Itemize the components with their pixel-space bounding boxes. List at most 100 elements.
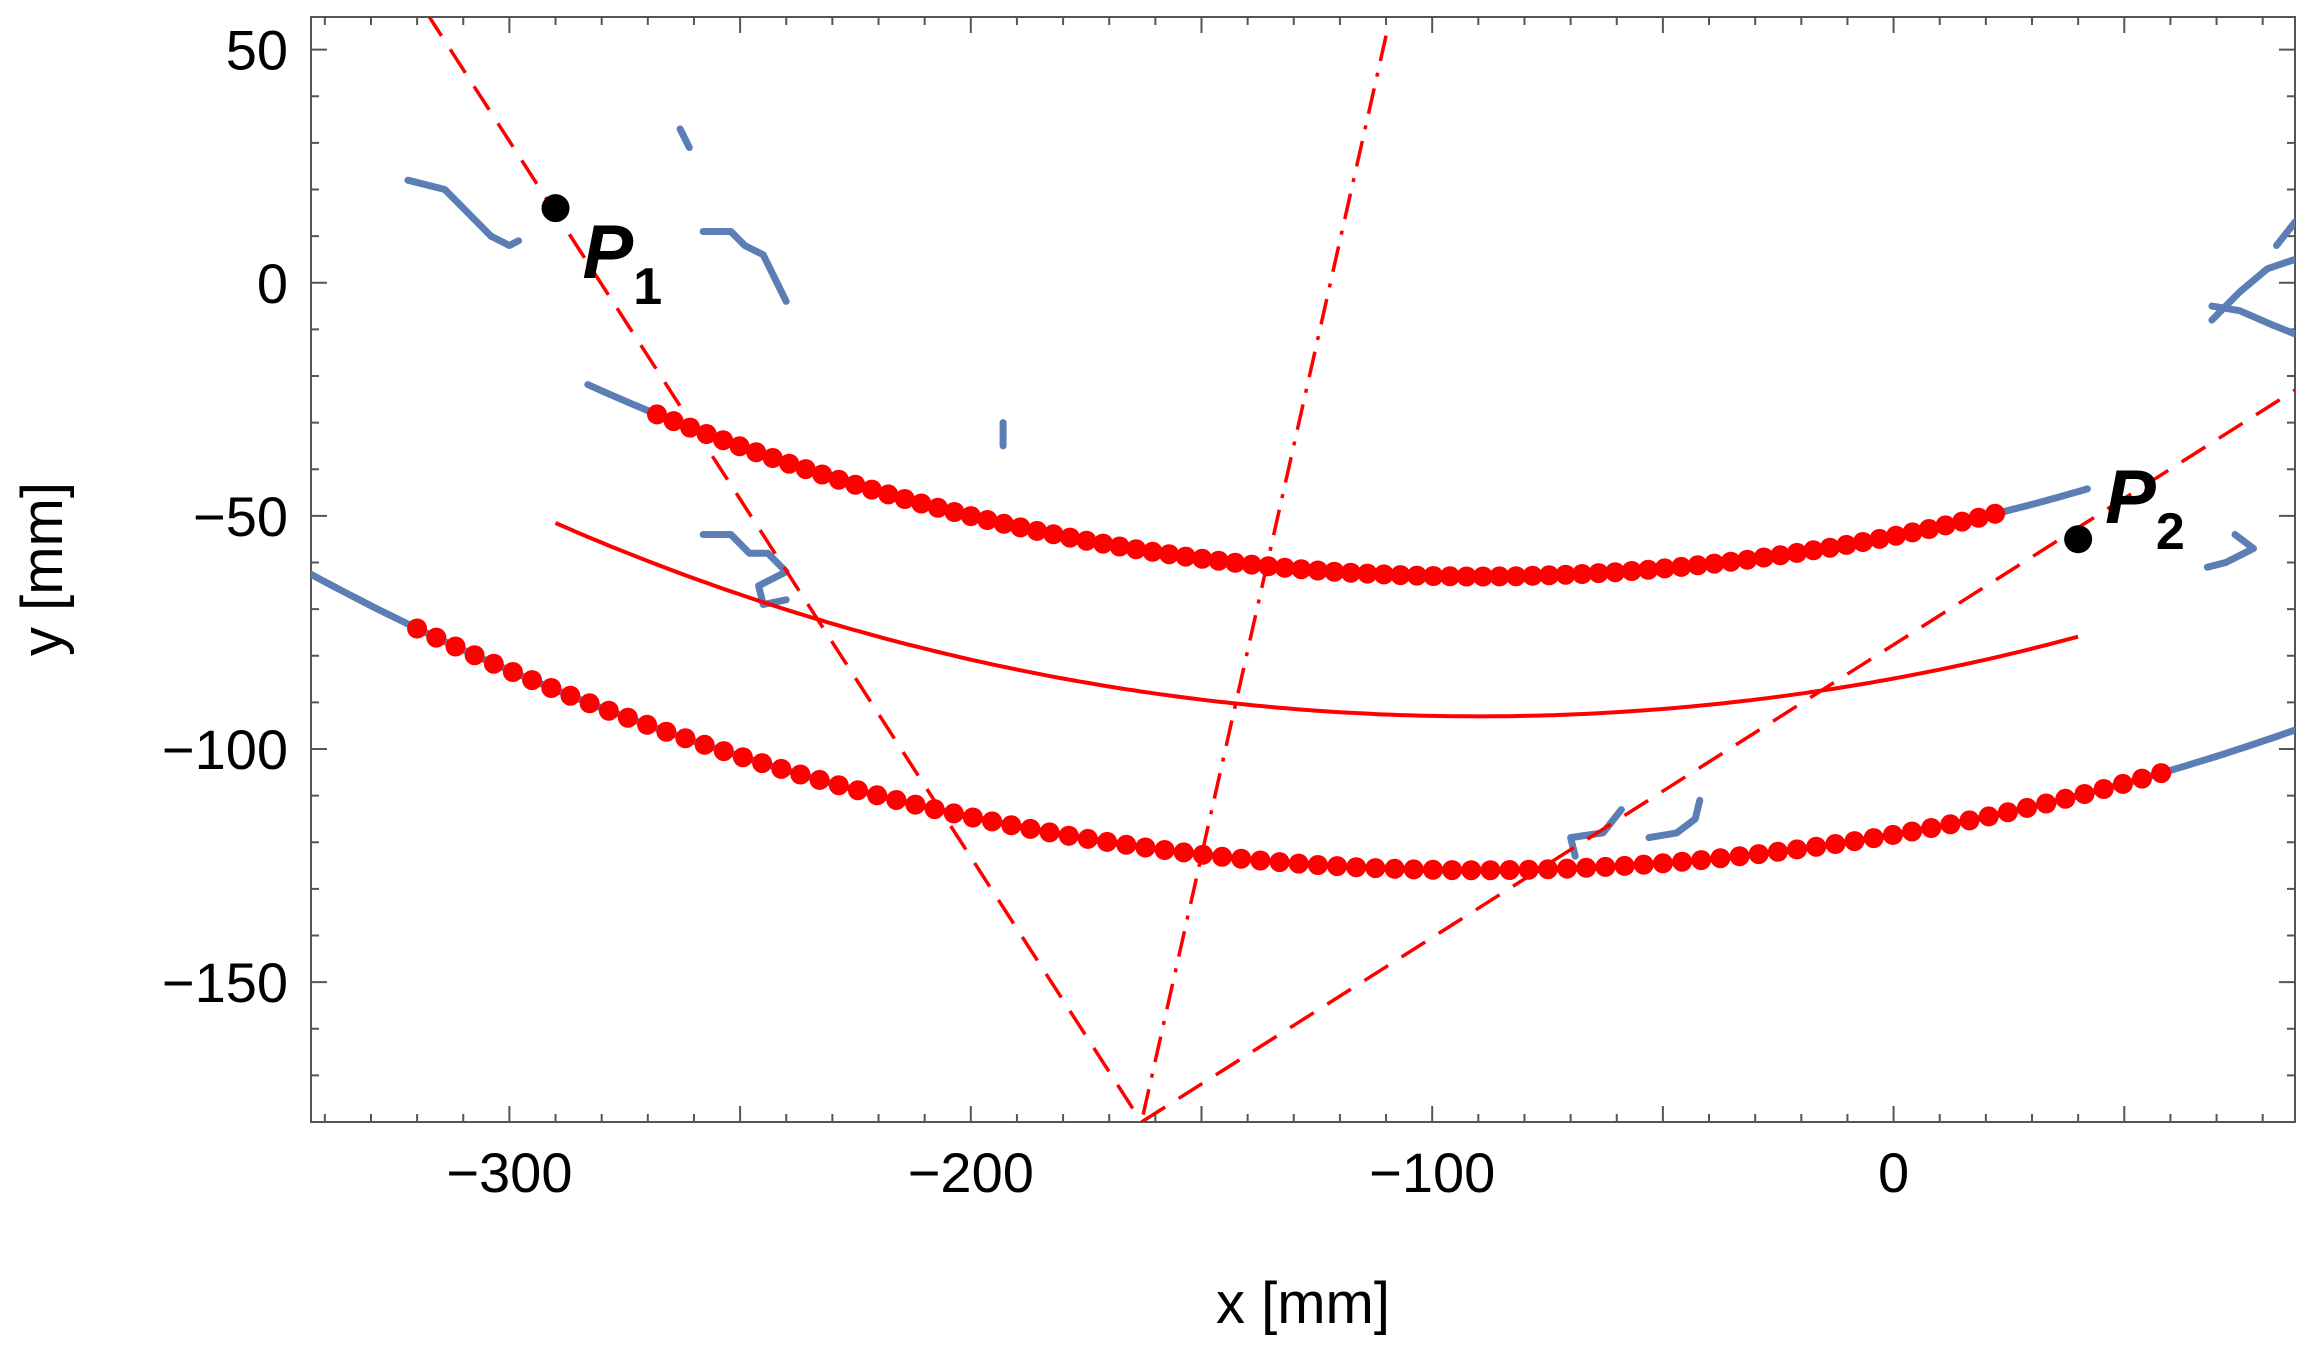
data-point xyxy=(911,493,932,514)
tick-labels: −300 −200 −100 0 50 0 −50 −100 −150 xyxy=(162,19,1909,1204)
data-point xyxy=(1844,831,1865,852)
data-point xyxy=(1588,563,1609,584)
data-point xyxy=(694,734,715,755)
data-point xyxy=(1142,541,1163,562)
data-point xyxy=(1633,854,1654,875)
measured-segment xyxy=(2203,531,2257,571)
data-point xyxy=(1043,524,1064,545)
data-point xyxy=(1357,563,1378,584)
data-point xyxy=(1269,852,1290,873)
data-point xyxy=(696,424,717,444)
point-label-letter: P xyxy=(2105,455,2156,540)
point-marker xyxy=(2064,525,2093,554)
data-point xyxy=(982,811,1003,832)
data-point xyxy=(927,497,948,518)
data-point xyxy=(1093,533,1114,554)
data-point xyxy=(1869,528,1890,549)
data-point xyxy=(1001,815,1022,836)
data-point xyxy=(1557,858,1578,879)
data-point xyxy=(1921,818,1942,838)
data-point xyxy=(1737,549,1758,570)
data-point xyxy=(445,636,466,657)
x-tick-label: −300 xyxy=(446,1141,572,1204)
data-point xyxy=(771,758,792,779)
y-axis-label: y [mm] xyxy=(10,482,75,656)
data-point xyxy=(1480,860,1501,881)
data-point xyxy=(2055,788,2076,809)
data-point xyxy=(1672,851,1693,872)
data-point xyxy=(1935,515,1956,536)
measured-segment xyxy=(2208,255,2295,324)
data-point xyxy=(1076,530,1097,551)
data-point xyxy=(847,780,868,801)
data-point xyxy=(1324,561,1345,582)
measured-segment xyxy=(311,570,2295,874)
data-point xyxy=(1307,560,1328,581)
data-point xyxy=(464,645,485,666)
point-label-letter: P xyxy=(583,210,634,295)
data-point xyxy=(1819,537,1840,558)
data-point xyxy=(1489,566,1510,587)
data-point xyxy=(1902,522,1923,543)
point-label-subscript: 2 xyxy=(2156,503,2185,561)
data-point xyxy=(1654,558,1675,579)
data-point xyxy=(867,785,888,806)
data-point xyxy=(1621,561,1642,581)
data-point xyxy=(1803,540,1824,561)
data-point xyxy=(809,769,830,790)
data-point xyxy=(1825,834,1846,854)
data-point xyxy=(1126,539,1147,560)
data-point xyxy=(1135,837,1156,858)
data-point xyxy=(1959,810,1980,831)
data-point xyxy=(886,790,907,810)
data-point xyxy=(2151,763,2172,784)
data-point xyxy=(1109,536,1130,557)
data-point xyxy=(1060,527,1080,548)
data-point xyxy=(1572,564,1593,584)
data-point xyxy=(1346,857,1367,878)
data-point xyxy=(1403,859,1424,880)
data-point xyxy=(713,430,734,451)
data-point xyxy=(2036,793,2057,814)
data-point xyxy=(1212,846,1233,867)
data-point xyxy=(1522,565,1543,586)
data-point xyxy=(1710,848,1731,869)
data-point xyxy=(1291,559,1312,580)
data-point xyxy=(1461,860,1482,881)
data-point xyxy=(1787,839,1807,860)
data-point xyxy=(2132,768,2152,789)
measured-segment xyxy=(1645,796,1704,842)
data-point xyxy=(977,510,998,530)
data-point xyxy=(1154,840,1175,860)
data-point xyxy=(1225,552,1246,573)
data-point xyxy=(732,747,753,768)
data-point xyxy=(1288,853,1309,874)
data-point xyxy=(790,764,811,785)
data-point xyxy=(1753,547,1774,568)
data-point xyxy=(1340,562,1361,583)
data-point xyxy=(1231,848,1252,869)
measured-segment xyxy=(404,176,523,249)
measured-segment xyxy=(699,228,790,305)
data-point xyxy=(1852,532,1873,552)
data-point xyxy=(1058,825,1079,846)
y-tick-label: −100 xyxy=(162,718,288,781)
data-point xyxy=(1473,566,1493,587)
plot-frame xyxy=(310,16,2296,1123)
data-point xyxy=(1097,831,1118,852)
data-point xyxy=(1863,828,1884,849)
data-point xyxy=(663,411,684,432)
data-point xyxy=(407,618,428,639)
data-point xyxy=(483,653,504,674)
point-label: P1 xyxy=(583,210,663,316)
data-point xyxy=(1595,856,1616,877)
data-point xyxy=(1390,565,1411,586)
point-label-subscript: 1 xyxy=(633,258,662,316)
data-point xyxy=(1671,556,1692,577)
data-point xyxy=(1192,844,1213,865)
data-point xyxy=(1027,520,1047,541)
data-point xyxy=(1919,519,1939,539)
data-point xyxy=(1384,858,1405,879)
y-tick-label: 50 xyxy=(226,19,288,82)
